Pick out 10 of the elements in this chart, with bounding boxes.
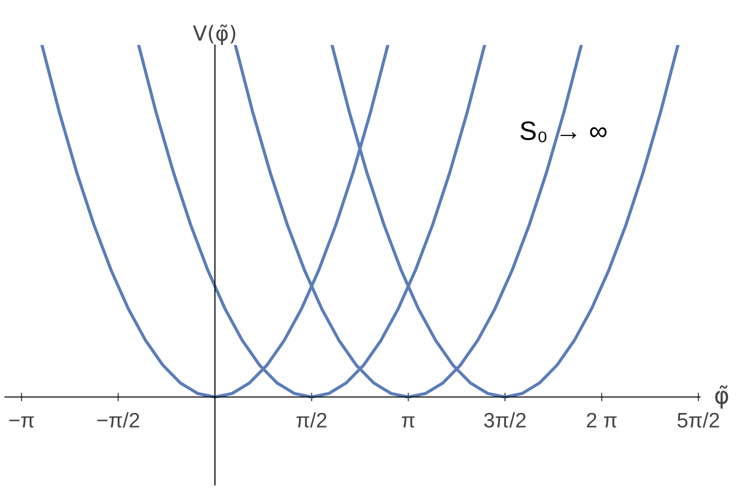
x-tick-label: −π/2 [97,412,140,428]
x-tick-label: 2 π [586,412,617,428]
annotation: S₀ → ∞ [520,121,607,142]
x-axis-title: φ̃ [715,385,728,409]
x-tick-label: 3π/2 [484,412,526,428]
x-tick-label: −π [9,416,34,428]
y-axis-title: V(φ̃) [192,24,236,45]
x-tick-label: π/2 [296,412,326,428]
x-tick-label: 5π/2 [678,412,720,428]
x-tick-label: π [402,416,415,428]
